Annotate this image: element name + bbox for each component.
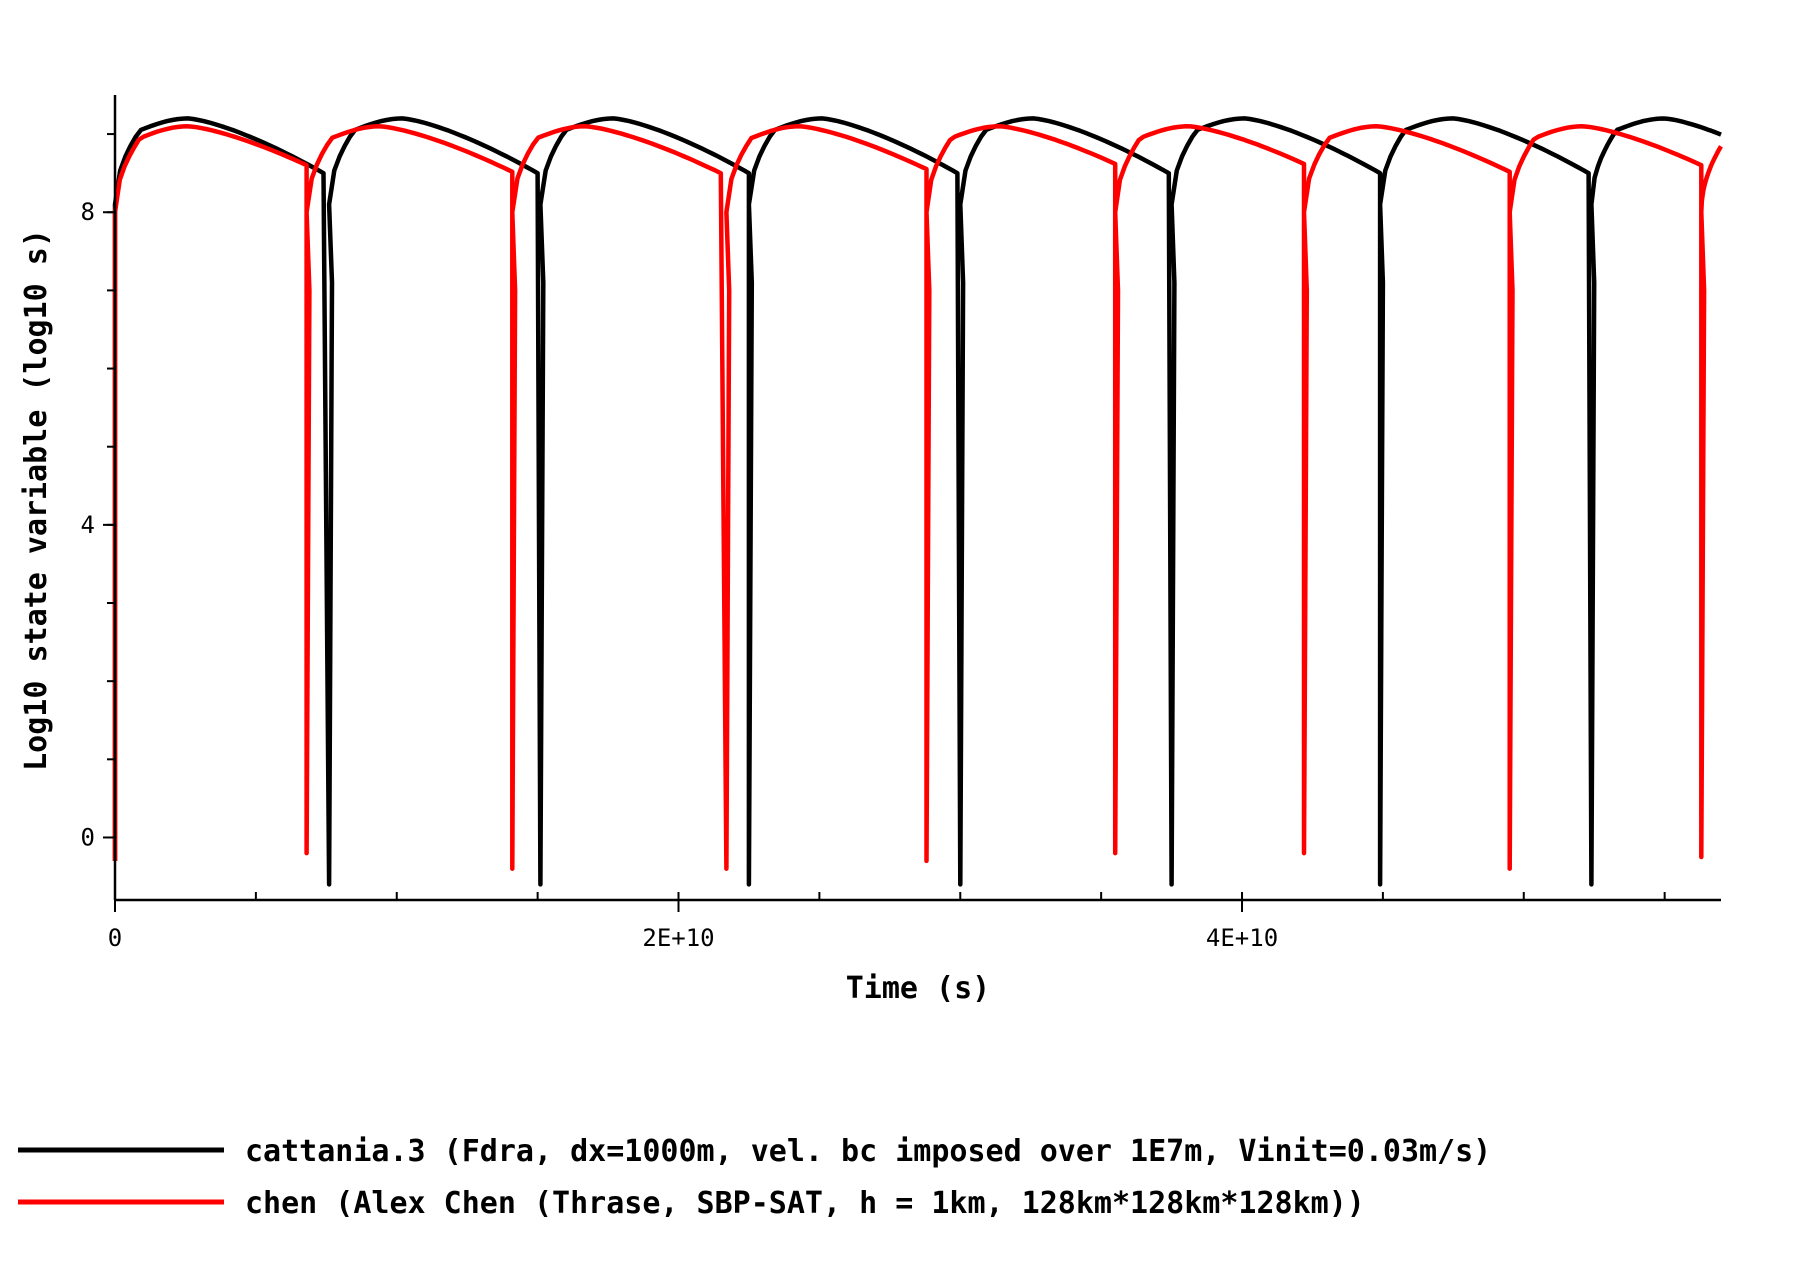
y-axis-title: Log10 state variable (log10 s) xyxy=(19,229,54,771)
x-tick-label: 0 xyxy=(108,924,122,952)
y-tick-label: 0 xyxy=(81,823,95,851)
x-tick-label: 2E+10 xyxy=(642,924,714,952)
ticks: 0 2E+10 4E+10 0 4 8 xyxy=(81,133,1666,952)
series-line-cattania xyxy=(112,116,1722,887)
axes xyxy=(113,95,1721,902)
series-line-chen xyxy=(112,124,1723,871)
y-tick-label: 4 xyxy=(81,511,95,539)
x-axis-title: Time (s) xyxy=(846,971,991,1006)
series-layer xyxy=(112,116,1723,887)
x-tick-label: 4E+10 xyxy=(1206,924,1278,952)
y-tick-label: 8 xyxy=(81,198,95,226)
legend-label-chen: chen (Alex Chen (Thrase, SBP-SAT, h = 1k… xyxy=(245,1186,1365,1221)
legend: cattania.3 (Fdra, dx=1000m, vel. bc impo… xyxy=(18,1134,1491,1221)
legend-label-cattania: cattania.3 (Fdra, dx=1000m, vel. bc impo… xyxy=(245,1134,1491,1169)
